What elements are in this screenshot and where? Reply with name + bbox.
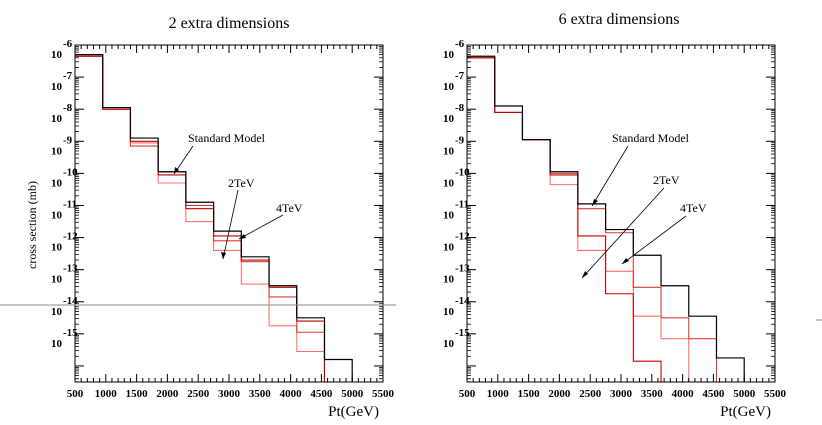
y-tick-label: 10 (51, 177, 63, 189)
x-tick-label: 2500 (187, 388, 210, 400)
x-tick-label: 2500 (579, 388, 602, 400)
x-tick-label: 1500 (126, 388, 149, 400)
annotation-2tev: 2TeV (228, 176, 255, 190)
y-tick-exponent: -15 (63, 327, 78, 339)
y-tick-label: 10 (443, 177, 455, 189)
y-tick-exponent: -14 (63, 295, 78, 307)
y-tick-label: 10 (51, 274, 63, 286)
y-tick-label: 10 (51, 145, 63, 157)
x-tick-label: 1500 (518, 388, 541, 400)
annotation-2tev: 2TeV (653, 173, 680, 187)
x-tick-label: 4000 (280, 388, 303, 400)
annotation-4tev: 4TeV (680, 201, 707, 215)
x-tick-label: 500 (67, 388, 84, 400)
x-tick-label: 2000 (548, 388, 571, 400)
x-tick-label: 500 (459, 388, 476, 400)
plot-frame (466, 44, 776, 383)
x-tick-label: 4500 (702, 388, 725, 400)
y-tick-label: 10 (51, 306, 63, 318)
y-tick-exponent: -11 (455, 198, 469, 210)
y-tick-label: 10 (443, 209, 455, 221)
y-tick-exponent: -6 (63, 38, 73, 50)
y-tick-label: 10 (443, 113, 455, 125)
y-tick-label: 10 (443, 81, 455, 93)
annotation-arrowhead-4tev (239, 234, 246, 239)
y-tick-exponent: -8 (63, 102, 73, 114)
y-tick-exponent: -15 (455, 327, 470, 339)
annotation-arrowhead-2tev (582, 271, 588, 278)
x-tick-label: 5000 (341, 388, 364, 400)
x-axis-label: Pt(GeV) (720, 404, 771, 420)
y-tick-label: 10 (51, 242, 63, 254)
annotation-arrowhead-standard-model (592, 199, 598, 206)
x-tick-label: 2000 (156, 388, 179, 400)
y-tick-exponent: -14 (455, 295, 470, 307)
annotation-standard-model: Standard Model (612, 131, 690, 145)
x-tick-label: 1000 (487, 388, 510, 400)
x-tick-label: 3000 (218, 388, 241, 400)
x-axis-label: Pt(GeV) (328, 404, 379, 420)
y-tick-label: 10 (51, 49, 63, 61)
y-tick-label: 10 (443, 338, 455, 350)
series-0-line (75, 54, 353, 382)
y-tick-label: 10 (443, 242, 455, 254)
y-axis-label: cross section (mb) (25, 181, 39, 269)
y-tick-exponent: -12 (63, 231, 78, 243)
y-tick-label: 10 (443, 145, 455, 157)
series-group (467, 55, 745, 383)
x-tick-label: 5000 (733, 388, 756, 400)
annotation-arrow-2tev (222, 189, 239, 260)
plot-frame (74, 44, 384, 383)
annotation-arrow-4tev (621, 215, 687, 265)
y-tick-exponent: -10 (63, 166, 78, 178)
chart-title: 6 extra dimensions (559, 11, 680, 28)
y-tick-exponent: -7 (455, 70, 465, 82)
y-tick-exponent: -7 (63, 70, 73, 82)
y-tick-label: 10 (443, 274, 455, 286)
y-tick-exponent: -13 (455, 263, 470, 275)
x-tick-label: 3500 (641, 388, 664, 400)
x-tick-label: 3500 (249, 388, 272, 400)
annotation-arrowhead-standard-model (174, 167, 179, 174)
y-tick-label: 10 (443, 306, 455, 318)
y-tick-label: 10 (51, 209, 63, 221)
y-tick-exponent: -12 (455, 231, 470, 243)
x-tick-label: 3000 (610, 388, 633, 400)
y-tick-exponent: -8 (455, 102, 465, 114)
series-0-line (467, 55, 745, 382)
x-tick-label: 5500 (764, 388, 787, 400)
annotation-arrow-standard-model (591, 145, 629, 207)
y-tick-label: 10 (443, 49, 455, 61)
x-tick-label: 1000 (95, 388, 118, 400)
chart-title: 2 extra dimensions (169, 15, 290, 32)
y-tick-label: 10 (51, 81, 63, 93)
annotation-arrow-2tev (581, 187, 665, 279)
x-tick-label: 5500 (372, 388, 395, 400)
x-tick-label: 4000 (672, 388, 695, 400)
panel-6-extra-dimensions: 6 extra dimensions Pt(GeV) 10-610-710-81… (443, 11, 787, 420)
annotation-4tev: 4TeV (276, 201, 303, 215)
y-tick-exponent: -6 (455, 38, 465, 50)
y-tick-label: 10 (51, 338, 63, 350)
y-tick-exponent: -10 (455, 166, 470, 178)
annotation-arrowhead-2tev (221, 252, 226, 259)
y-tick-exponent: -11 (63, 198, 77, 210)
y-tick-exponent: -9 (63, 134, 73, 146)
y-tick-exponent: -13 (63, 263, 78, 275)
series-group (75, 54, 353, 383)
x-tick-label: 4500 (310, 388, 333, 400)
y-tick-label: 10 (51, 113, 63, 125)
y-tick-exponent: -9 (455, 134, 465, 146)
annotation-arrow-4tev (238, 214, 284, 240)
annotation-standard-model: Standard Model (188, 131, 266, 145)
annotation-arrowhead-4tev (622, 258, 629, 264)
panel-2-extra-dimensions: 2 extra dimensions cross section (mb) Pt… (0, 15, 396, 420)
